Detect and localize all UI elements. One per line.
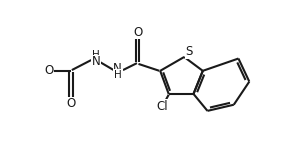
Text: O: O	[67, 97, 76, 110]
Text: Cl: Cl	[157, 100, 168, 113]
Text: N: N	[91, 55, 100, 68]
Text: O: O	[133, 26, 142, 39]
Text: N: N	[113, 62, 122, 75]
Text: H: H	[92, 51, 100, 60]
Text: H: H	[114, 70, 121, 80]
Text: O: O	[44, 64, 53, 77]
Text: S: S	[185, 45, 192, 58]
